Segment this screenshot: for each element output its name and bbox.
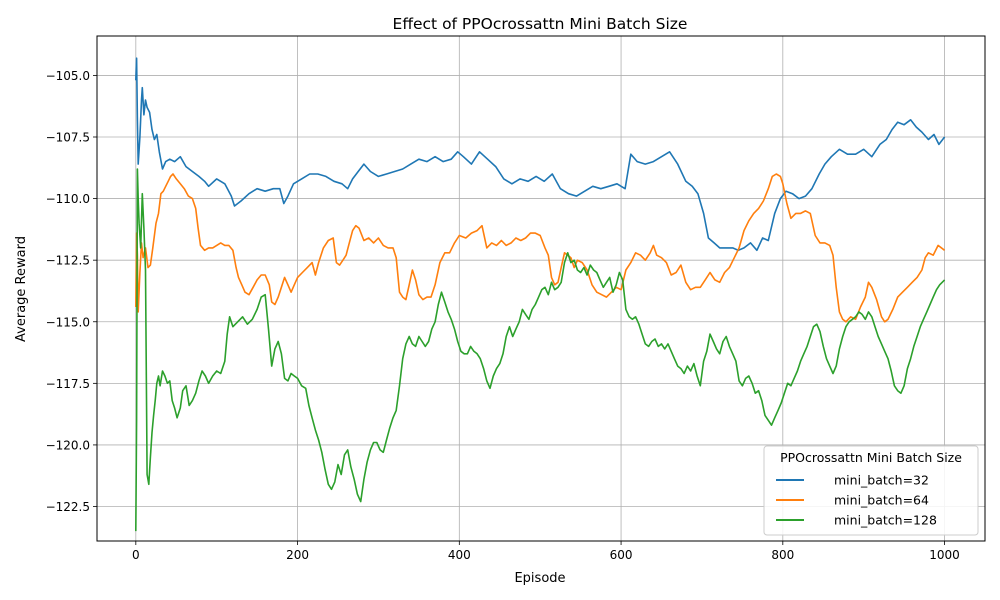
y-axis-label: Average Reward — [14, 236, 29, 342]
plot-frame — [96, 35, 986, 542]
series-line-2 — [135, 173, 946, 323]
legend-label-128: mini_batch=128 — [834, 513, 937, 528]
series-line-3 — [135, 168, 946, 532]
chart-title: Effect of PPOcrossattn Mini Batch Size — [393, 15, 688, 33]
legend-label-64: mini_batch=64 — [834, 493, 929, 508]
legend-box — [763, 445, 979, 536]
y-tick-label: −122.5 — [46, 500, 90, 514]
plot-lines — [135, 57, 946, 532]
legend-title: PPOcrossattn Mini Batch Size — [780, 450, 962, 465]
x-tick-label: 200 — [286, 548, 309, 562]
x-tick-label: 400 — [448, 548, 471, 562]
y-tick-label: −115.0 — [46, 315, 90, 329]
legend-label-32: mini_batch=32 — [834, 473, 929, 488]
x-tick-label: 800 — [771, 548, 794, 562]
x-tick-label: 600 — [610, 548, 633, 562]
y-tick-label: −112.5 — [46, 254, 90, 268]
y-tick-label: −105.0 — [46, 69, 90, 83]
y-tick-label: −110.0 — [46, 192, 90, 206]
axis-ticks: 0 200 400 600 800 1000 −122.5 −120.0 −117.5 −115.… — [46, 69, 960, 562]
x-tick-label: 0 — [132, 548, 140, 562]
y-tick-label: −120.0 — [46, 438, 90, 452]
y-tick-label: −117.5 — [46, 377, 90, 391]
series-line-1 — [135, 57, 946, 252]
x-axis-label: Episode — [514, 571, 565, 586]
y-tick-label: −107.5 — [46, 131, 90, 145]
x-tick-label: 1000 — [929, 548, 960, 562]
grid — [97, 36, 985, 541]
legend: PPOcrossattn Mini Batch Size mini_batch=… — [763, 445, 979, 536]
